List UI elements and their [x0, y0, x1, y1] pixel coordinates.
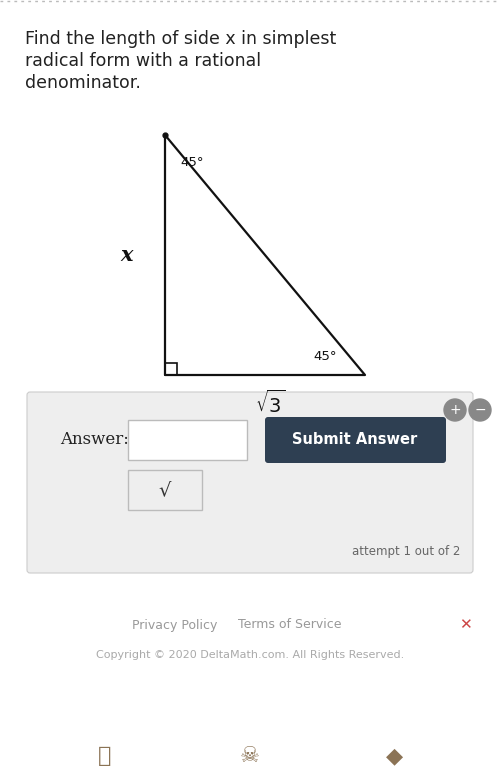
Circle shape — [469, 399, 491, 421]
FancyBboxPatch shape — [128, 420, 247, 460]
Text: ✕: ✕ — [458, 618, 471, 633]
Text: −: − — [474, 403, 486, 417]
Text: Submit Answer: Submit Answer — [292, 433, 418, 448]
FancyBboxPatch shape — [265, 417, 446, 463]
Text: attempt 1 out of 2: attempt 1 out of 2 — [352, 545, 460, 558]
Text: ◆: ◆ — [386, 746, 404, 766]
Text: +: + — [449, 403, 461, 417]
Text: radical form with a rational: radical form with a rational — [25, 52, 261, 70]
Text: Privacy Policy: Privacy Policy — [132, 619, 218, 632]
Text: Find the length of side x in simplest: Find the length of side x in simplest — [25, 30, 336, 48]
Text: ⬧: ⬧ — [98, 746, 112, 766]
Text: √: √ — [159, 481, 171, 499]
Text: Answer:: Answer: — [60, 431, 129, 448]
Text: denominator.: denominator. — [25, 74, 141, 92]
Text: Copyright © 2020 DeltaMath.com. All Rights Reserved.: Copyright © 2020 DeltaMath.com. All Righ… — [96, 650, 404, 660]
Text: 45°: 45° — [313, 351, 336, 363]
Text: ☠: ☠ — [240, 746, 260, 766]
Text: x: x — [121, 245, 133, 265]
Text: 45°: 45° — [180, 156, 204, 169]
FancyBboxPatch shape — [27, 392, 473, 573]
Text: Terms of Service: Terms of Service — [238, 619, 342, 632]
FancyBboxPatch shape — [128, 470, 202, 510]
Text: $\sqrt{3}$: $\sqrt{3}$ — [254, 390, 286, 416]
Circle shape — [444, 399, 466, 421]
